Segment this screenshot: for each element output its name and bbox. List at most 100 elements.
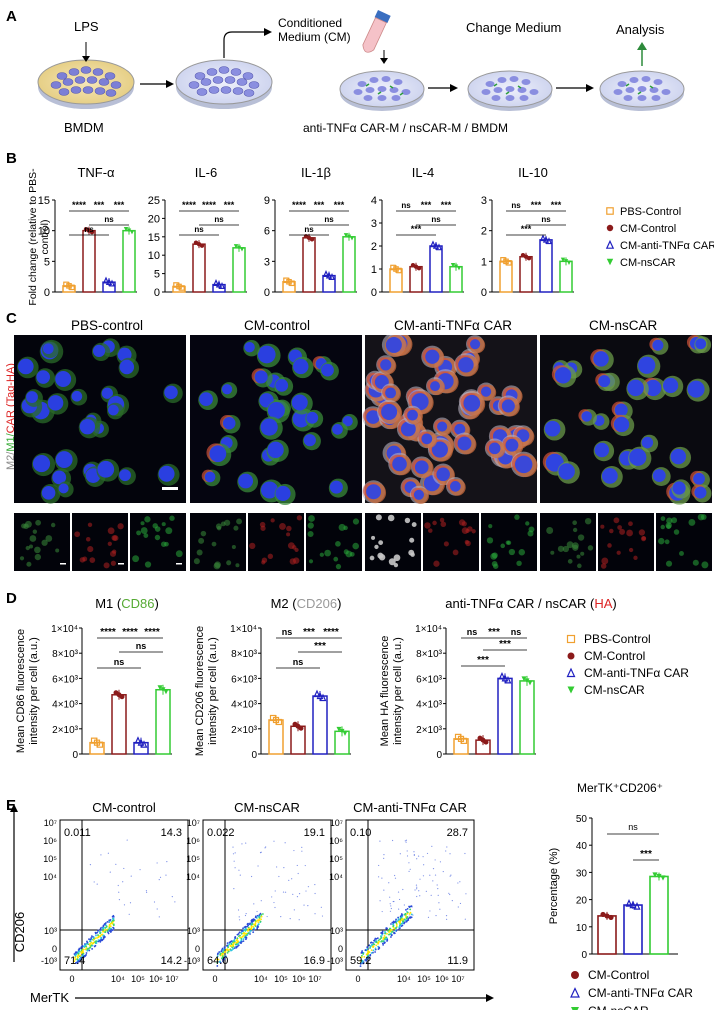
cell-nucleus [638,356,656,374]
sig-label: ns [104,215,114,224]
event-dot [236,941,239,944]
event-dot [240,942,242,945]
event-dot [93,881,95,883]
event-dot [96,883,98,885]
channel-cell [319,552,325,557]
cell-nucleus [594,442,610,458]
y-tick-label: 0 [436,750,442,761]
channel-cell [471,529,476,534]
channel-cell [452,549,459,556]
channel-cell [640,536,647,542]
tube-icon [362,10,391,53]
data-point [349,236,355,241]
data-point [179,285,185,291]
data-point [123,226,129,232]
sig-label: *** [441,200,452,210]
event-dot [314,913,316,915]
sig-label: *** [551,200,562,210]
event-dot [257,865,259,867]
channel-cell [324,549,331,557]
channel-cell [506,540,512,545]
event-dot [434,859,436,861]
cell-nucleus [400,421,416,437]
channel-cell [343,525,348,531]
channel-cell [307,530,314,538]
channel-cell [289,558,297,565]
data-point [339,728,345,734]
cell-nucleus [275,485,291,502]
data-point [450,263,456,268]
bar [559,260,573,293]
data-point [140,740,148,748]
channel-cell [107,527,115,535]
data-point [625,898,633,907]
event-dot [367,950,369,952]
event-dot [321,915,324,917]
event-dot [94,937,97,940]
title-marker: CD206 [297,596,337,611]
channel-cell [601,557,609,565]
event-dot [78,957,81,960]
event-dot [423,864,425,866]
y-tick-label: 10³ [187,926,200,936]
event-dot [94,931,97,934]
channel-cell [600,524,605,529]
event-dot [376,937,379,940]
quadrant-lr: 16.9 [304,955,325,967]
channel-cell [546,527,554,534]
event-dot [378,947,381,949]
event-dot [439,908,441,910]
event-dot [282,891,285,893]
cell-nucleus [613,416,630,433]
event-dot [76,962,79,965]
y-label: intensity per cell (a.u.) [392,637,404,745]
cell-nucleus [694,486,707,499]
data-point [608,914,614,921]
title-part: M1 ( [95,596,122,611]
channel-cell [345,550,353,558]
cell-nucleus [627,379,644,397]
data-point [503,258,509,265]
channel-cell [335,563,342,570]
event-dot [234,852,236,854]
event-dot [395,925,398,927]
y-tick-label: 6×10³ [416,674,443,685]
event-dot [79,954,82,957]
cell-nucleus [58,483,69,494]
flow-title: CM-anti-TNFα CAR [353,800,467,815]
event-dot [370,952,373,954]
event-dot [79,947,82,950]
bar [499,260,513,293]
event-dot [375,937,378,940]
legend-label: CM-nsCAR [620,257,676,269]
y-tick-label: 6×10³ [231,674,258,685]
event-dot [408,906,411,908]
channel-cell [374,544,379,550]
cm-label: Conditioned Medium (CM) [278,16,351,44]
event-dot [389,903,391,905]
cell-nucleus [421,433,433,445]
fluorescence-chart: M2 (CD206) Mean CD206 fluorescence intensi… [194,596,351,761]
event-dot [77,954,80,957]
event-dot [78,947,81,950]
event-dot [238,869,240,871]
channel-cell [338,523,346,531]
event-dot [91,944,94,947]
cell-nucleus [293,358,309,375]
event-dot [448,892,450,894]
channel-cell [259,521,266,528]
sig-label: *** [303,627,315,638]
channel-cell [692,559,699,566]
event-dot [373,943,376,946]
channel-cell [226,560,232,566]
event-dot [362,953,365,955]
channel-cell [525,521,530,526]
y-tick-label: 20 [576,896,588,907]
event-dot [239,936,241,939]
event-dot [216,965,219,967]
y-tick-label: 10⁵ [186,854,200,864]
bar [497,677,513,755]
event-dot [112,919,115,922]
bar [111,694,127,755]
